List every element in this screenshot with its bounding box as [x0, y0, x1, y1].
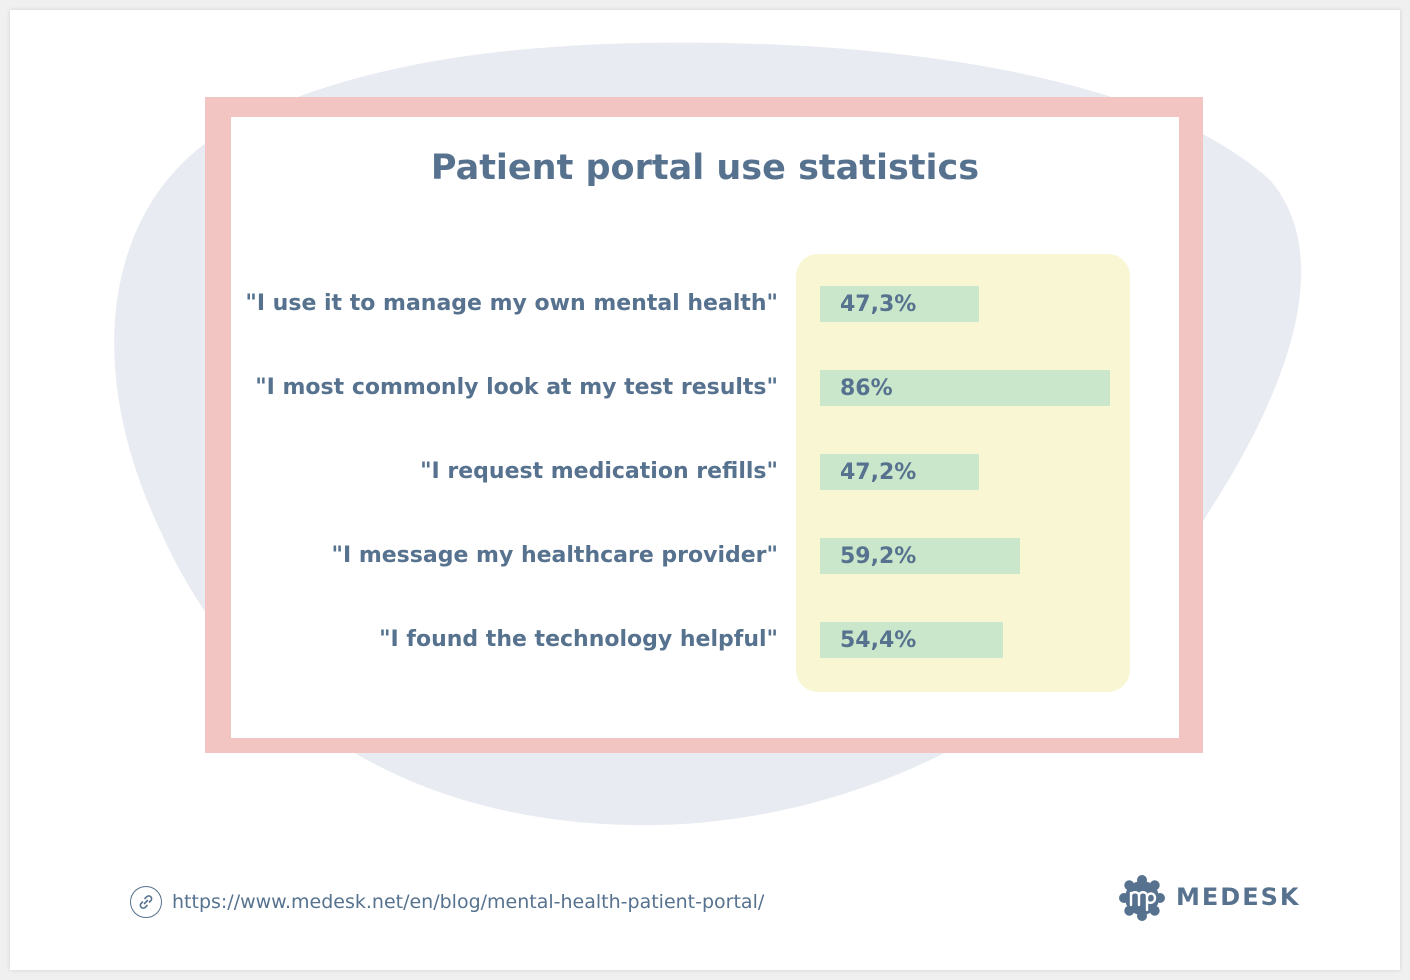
chart-title: Patient portal use statistics: [430, 148, 980, 188]
category-label: "I message my healthcare provider": [331, 543, 778, 568]
medesk-logo-text: MEDESK: [1176, 883, 1301, 911]
infographic-card: Patient portal use statistics "I use it …: [10, 10, 1400, 970]
category-label: "I request medication refills": [420, 459, 778, 484]
bar-value-label: 54,4%: [840, 628, 917, 653]
bar-value-label: 47,3%: [840, 292, 917, 317]
bar-value-label: 86%: [840, 376, 893, 401]
medesk-logo-icon: [1119, 875, 1165, 921]
bar: [820, 454, 979, 490]
category-label: "I most commonly look at my test results…: [255, 375, 778, 400]
bar: [820, 622, 1003, 658]
category-label: "I use it to manage my own mental health…: [245, 291, 778, 316]
bar-value-label: 47,2%: [840, 460, 917, 485]
bar: [820, 538, 1020, 574]
category-label: "I found the technology helpful": [379, 627, 778, 652]
source-url[interactable]: https://www.medesk.net/en/blog/mental-he…: [172, 891, 765, 913]
bar: [820, 370, 1110, 406]
link-icon[interactable]: [130, 886, 162, 918]
bar-value-label: 59,2%: [840, 544, 917, 569]
bar: [820, 286, 979, 322]
